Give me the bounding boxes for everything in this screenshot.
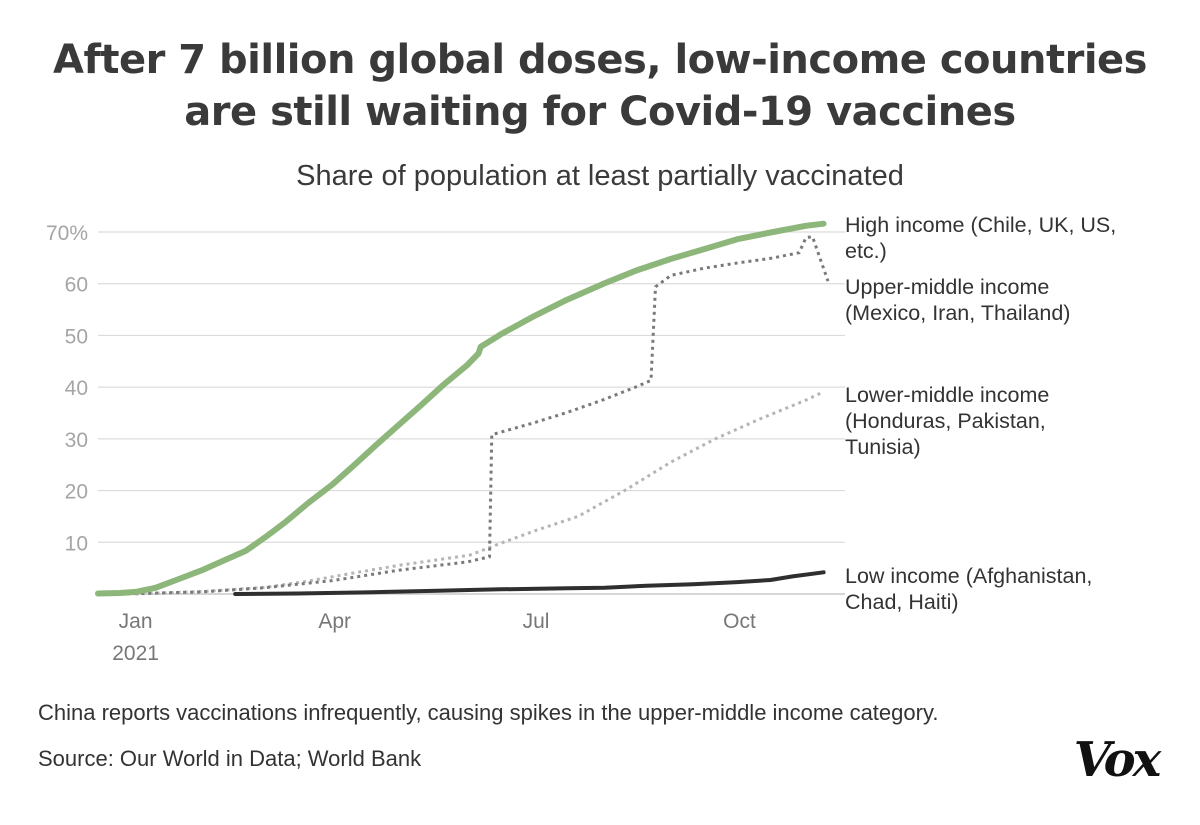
chart-title-line-1: After 7 billion global doses, low-income… bbox=[53, 37, 1147, 83]
series-label-0-line-0: High income (Chile, UK, US, bbox=[845, 213, 1116, 237]
series-labels: High income (Chile, UK, US,etc.) Upper-mi… bbox=[845, 213, 1116, 614]
x-tick-label-apr: Apr bbox=[318, 610, 351, 633]
series-label-2-line-2: Tunisia) bbox=[845, 435, 921, 459]
y-tick-label-60: 60 bbox=[65, 274, 88, 297]
x-tick-label-jul: Jul bbox=[523, 610, 550, 633]
y-tick-label-50: 50 bbox=[65, 325, 88, 348]
footnote: China reports vaccinations infrequently,… bbox=[38, 700, 939, 725]
x-axis-tick-labels: Jan 2021 Apr Jul Oct bbox=[112, 610, 756, 665]
svg-text:Vox: Vox bbox=[1074, 732, 1163, 788]
vox-logo: Vox bbox=[1074, 732, 1164, 788]
chart-title: After 7 billion global doses, low-income… bbox=[0, 34, 1200, 138]
series-line-1 bbox=[120, 235, 830, 596]
series-label-2-line-1: (Honduras, Pakistan, bbox=[845, 409, 1046, 433]
series-label-3-line-1: Chad, Haiti) bbox=[845, 590, 959, 614]
gridlines bbox=[98, 231, 845, 595]
series-label-2-line-0: Lower-middle income bbox=[845, 383, 1049, 407]
series-lines bbox=[95, 220, 830, 597]
series-label-1-line-0: Upper-middle income bbox=[845, 275, 1049, 299]
x-tick-label-oct: Oct bbox=[723, 610, 756, 633]
chart-title-line-2: are still waiting for Covid-19 vaccines bbox=[184, 89, 1016, 135]
y-tick-label-70: 70% bbox=[46, 222, 88, 245]
series-line-2 bbox=[135, 390, 825, 596]
y-tick-label-30: 30 bbox=[65, 429, 88, 452]
x-tick-label-jan: Jan bbox=[119, 610, 153, 633]
series-label-0-line-1: etc.) bbox=[845, 239, 887, 263]
y-tick-label-20: 20 bbox=[65, 481, 88, 504]
y-tick-label-40: 40 bbox=[65, 377, 88, 400]
y-tick-label-10: 10 bbox=[65, 532, 88, 555]
x-tick-sublabel-year: 2021 bbox=[112, 642, 159, 665]
line-chart: 10 20 30 40 50 60 70% Jan 2021 Apr Jul Oct High in… bbox=[46, 213, 1116, 665]
source-note: Source: Our World in Data; World Bank bbox=[38, 746, 422, 771]
series-line-3 bbox=[233, 570, 826, 596]
series-label-1-line-1: (Mexico, Iran, Thailand) bbox=[845, 301, 1070, 325]
chart-subtitle: Share of population at least partially v… bbox=[296, 160, 904, 192]
series-label-3-line-0: Low income (Afghanistan, bbox=[845, 564, 1092, 588]
series-line-0 bbox=[95, 220, 827, 597]
y-axis-tick-labels: 10 20 30 40 50 60 70% bbox=[46, 222, 88, 555]
